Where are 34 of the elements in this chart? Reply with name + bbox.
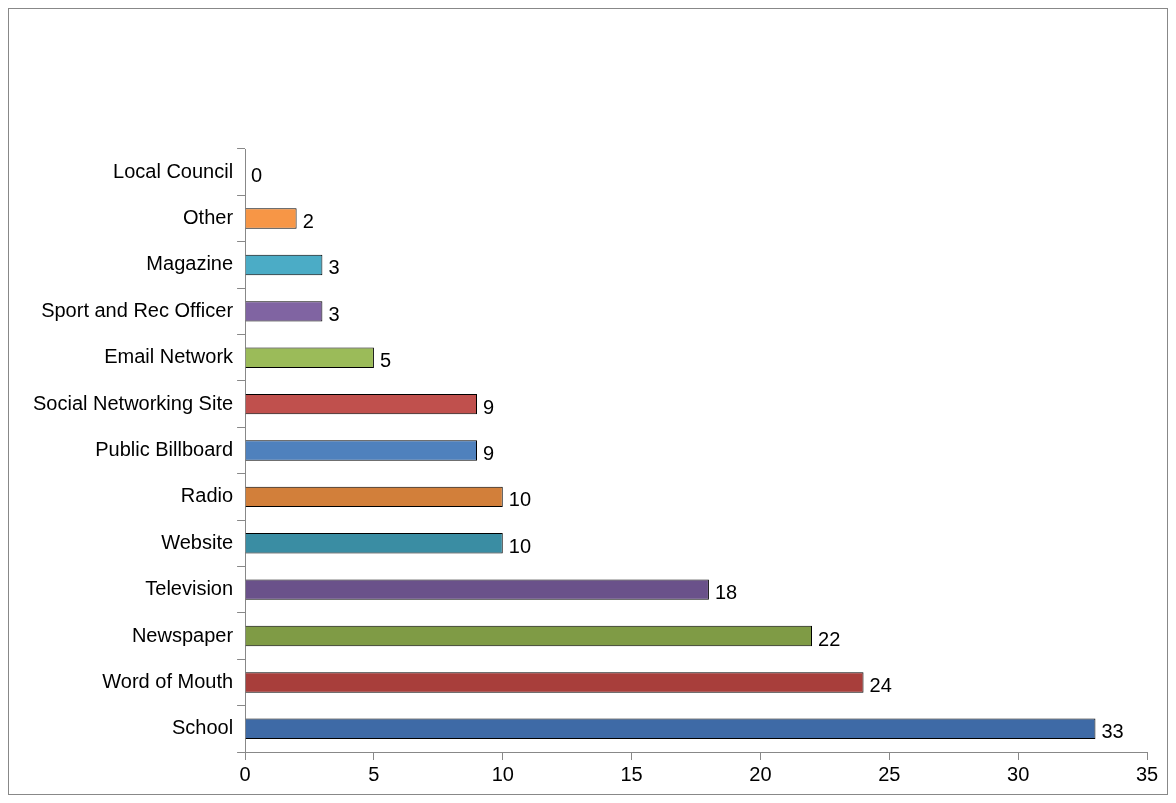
data-label: 22 xyxy=(818,627,841,650)
x-tick-label: 20 xyxy=(749,762,772,785)
data-label: 18 xyxy=(714,581,738,604)
y-tick-label: Word of Mouth xyxy=(102,669,234,692)
data-label: 3 xyxy=(328,256,340,279)
data-label: 9 xyxy=(483,395,495,418)
x-tick-label: 5 xyxy=(368,762,380,785)
y-tick-label: Website xyxy=(161,530,234,553)
y-tick-label: Newspaper xyxy=(131,623,234,646)
data-label: 24 xyxy=(869,673,892,696)
y-tick-label: Other xyxy=(183,206,234,229)
data-label: 10 xyxy=(508,534,532,557)
y-tick-label: Social Networking Site xyxy=(32,391,234,414)
x-tick-label: 10 xyxy=(491,762,514,785)
y-tick-label: Television xyxy=(145,577,234,600)
y-tick-label: Sport and Rec Officer xyxy=(41,298,234,321)
data-label: 9 xyxy=(483,442,495,465)
y-tick-label: Public Billboard xyxy=(95,438,234,461)
data-label: 2 xyxy=(302,210,314,233)
y-tick-label: Email Network xyxy=(104,345,235,368)
x-tick-label: 25 xyxy=(878,762,901,785)
x-tick-label: 30 xyxy=(1007,762,1030,785)
x-tick-label: 15 xyxy=(620,762,643,785)
data-label: 10 xyxy=(508,488,532,511)
y-tick-label: Radio xyxy=(180,484,234,507)
x-tick-label: 35 xyxy=(1135,762,1159,785)
x-tick-label: 0 xyxy=(239,762,251,785)
data-label: 0 xyxy=(251,163,263,186)
data-label: 3 xyxy=(328,302,340,325)
y-tick-label: Local Council xyxy=(113,159,234,182)
data-label: 5 xyxy=(379,349,392,372)
data-label: 33 xyxy=(1101,720,1124,743)
y-tick-label: School xyxy=(171,716,234,739)
y-tick-label: Magazine xyxy=(146,252,234,275)
